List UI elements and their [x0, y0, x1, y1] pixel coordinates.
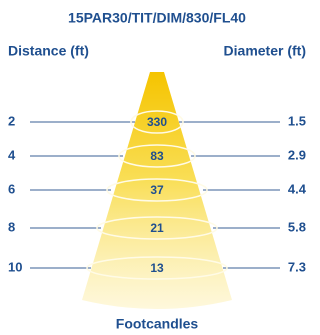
- beam-diagram: 15PAR30/TIT/DIM/830/FL40 Distance (ft) D…: [0, 0, 314, 335]
- distance: 10: [8, 259, 22, 274]
- distance: 4: [8, 147, 16, 162]
- footcandles: 83: [150, 149, 164, 163]
- diameter: 2.9: [288, 147, 306, 162]
- distance: 6: [8, 181, 15, 196]
- right-label: Diameter (ft): [224, 43, 306, 59]
- footcandles: 21: [150, 221, 164, 235]
- diameter: 7.3: [288, 259, 306, 274]
- footcandles: 13: [150, 261, 164, 275]
- diameter: 4.4: [288, 181, 307, 196]
- title: 15PAR30/TIT/DIM/830/FL40: [68, 10, 246, 26]
- diameter: 1.5: [288, 113, 306, 128]
- footer-label: Footcandles: [116, 316, 199, 332]
- footcandles: 330: [147, 115, 167, 129]
- distance: 8: [8, 219, 15, 234]
- left-label: Distance (ft): [8, 43, 89, 59]
- distance: 2: [8, 113, 15, 128]
- diameter: 5.8: [288, 219, 306, 234]
- footcandles: 37: [150, 183, 164, 197]
